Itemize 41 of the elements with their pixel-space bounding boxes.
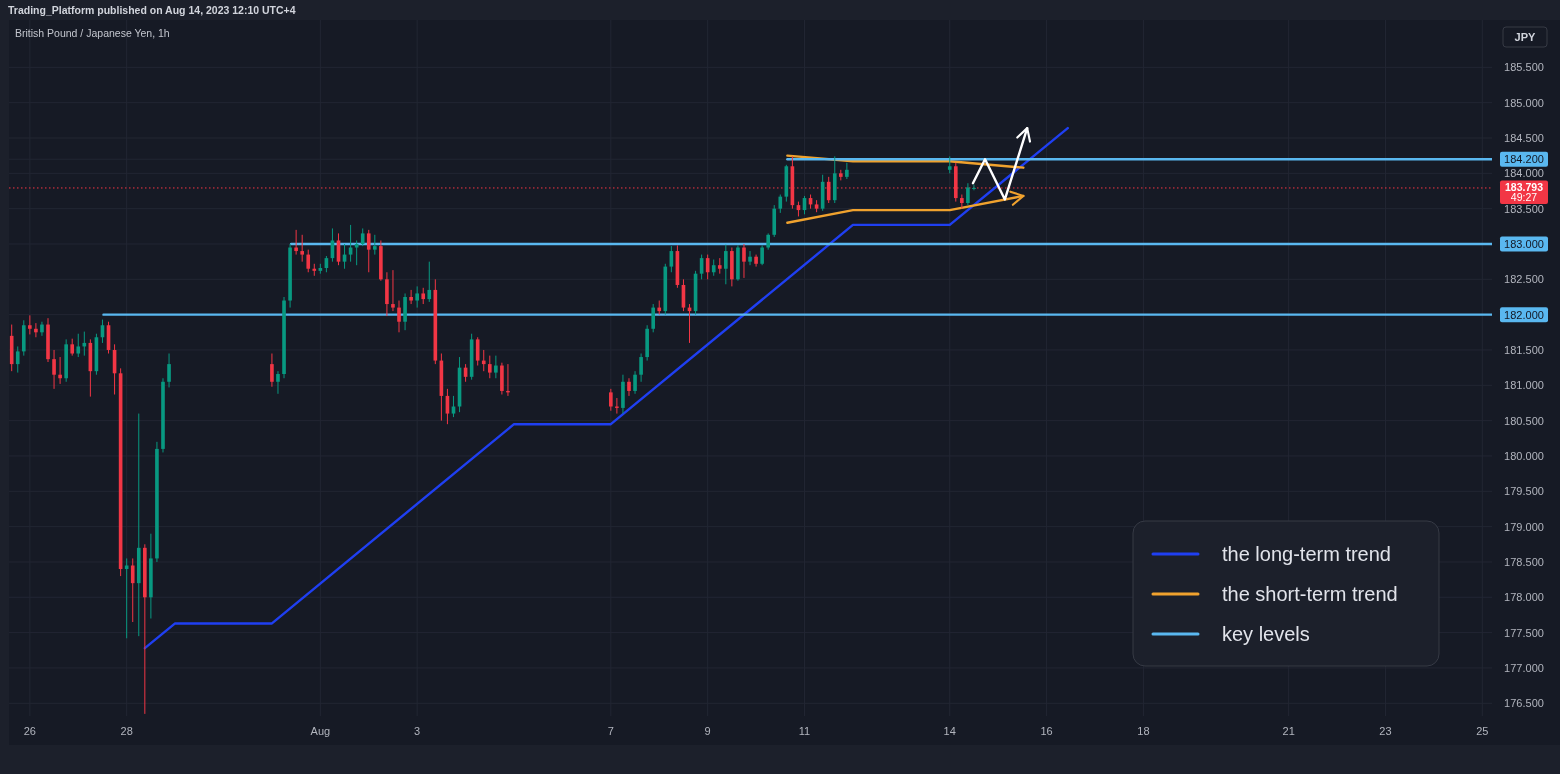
ref-line-label: 183.793 xyxy=(1505,180,1544,193)
text: 49:27 xyxy=(1510,191,1538,204)
x-tick-label: 28 xyxy=(120,725,133,737)
x-tick-label: 26 xyxy=(23,725,36,737)
y-tick-label: 177.500 xyxy=(1504,626,1544,639)
y-tick-label: 181.500 xyxy=(1504,343,1544,356)
y-tick-label: 179.000 xyxy=(1504,520,1544,533)
y-tick-label: 183.000 xyxy=(1504,237,1544,250)
y-tick-label: 184.200 xyxy=(1504,153,1544,166)
x-tick-label: Aug xyxy=(310,725,331,737)
y-axis-title: JPY xyxy=(1514,31,1537,43)
y-tick-label: 178.000 xyxy=(1504,591,1544,604)
y-tick-label: 185.000 xyxy=(1504,96,1544,109)
legend-label: the long-term trend xyxy=(1222,543,1391,565)
x-tick-label: 18 xyxy=(1137,725,1150,737)
y-tick-label: 176.500 xyxy=(1504,697,1544,710)
y-tick-label: 184.000 xyxy=(1504,167,1544,180)
y-tick-label: 179.500 xyxy=(1504,485,1544,498)
x-tick-label: 3 xyxy=(414,725,421,737)
y-tick-label: 177.000 xyxy=(1504,661,1544,674)
x-tick-label: 21 xyxy=(1282,725,1295,737)
y-tick-label: 182.000 xyxy=(1504,308,1544,321)
y-tick-label: 181.000 xyxy=(1504,379,1544,392)
x-tick-label: 16 xyxy=(1040,725,1053,737)
text: Trading_Platform published on Aug 14, 2023 12:10 UTC+4 xyxy=(8,4,296,16)
y-tick-label: 180.500 xyxy=(1504,414,1544,427)
y-tick-label: 180.000 xyxy=(1504,449,1544,462)
x-tick-label: 9 xyxy=(704,725,711,737)
legend-label: key levels xyxy=(1222,623,1310,645)
legend-label: the short-term trend xyxy=(1222,583,1398,605)
x-tick-label: 25 xyxy=(1476,725,1489,737)
y-tick-label: 185.500 xyxy=(1504,61,1544,74)
x-tick-label: 23 xyxy=(1379,725,1392,737)
y-tick-label: 182.500 xyxy=(1504,273,1544,286)
text: British Pound / Japanese Yen, 1h xyxy=(15,27,170,39)
y-tick-label: 183.500 xyxy=(1504,202,1544,215)
y-tick-label: 184.500 xyxy=(1504,132,1544,144)
x-tick-label: 11 xyxy=(798,725,811,737)
y-tick-label: 178.500 xyxy=(1504,555,1544,568)
x-tick-label: 7 xyxy=(607,725,614,737)
x-tick-label: 14 xyxy=(943,725,956,737)
